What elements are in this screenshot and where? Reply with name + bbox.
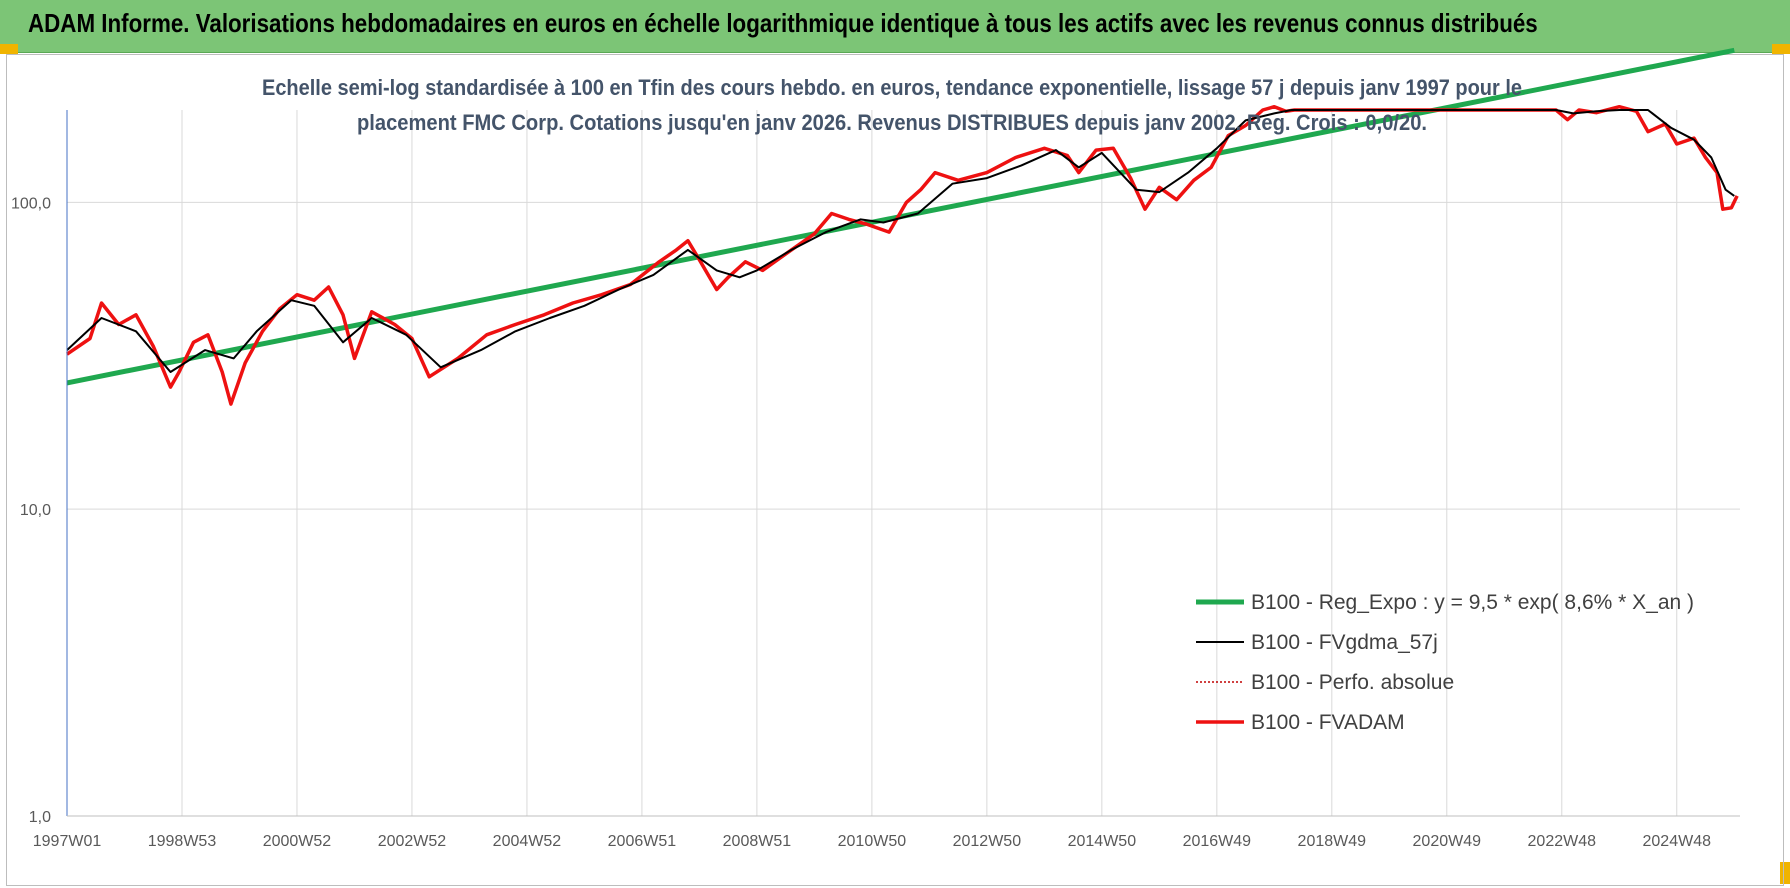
x-tick-label: 2006W51 (608, 833, 677, 850)
legend-label: B100 - FVgdma_57j (1251, 631, 1438, 654)
x-tick-label: 2000W52 (263, 833, 332, 850)
x-tick-label: 2018W49 (1298, 833, 1367, 850)
x-tick-label: 2014W50 (1068, 833, 1137, 850)
x-tick-label: 1998W53 (148, 833, 217, 850)
x-tick-label: 2016W49 (1183, 833, 1252, 850)
header-bar: ADAM Informe. Valorisations hebdomadaire… (0, 0, 1790, 53)
corner-marker-bottom-right (1780, 862, 1790, 884)
x-tick-label: 2004W52 (493, 833, 562, 850)
y-axis-ticks: 1,0 10,0 100,0 (11, 195, 51, 826)
series-layer (66, 47, 1739, 406)
legend-label: B100 - Perfo. absolue (1251, 671, 1454, 694)
y-tick-label: 100,0 (11, 195, 51, 212)
y-tick-label: 10,0 (20, 502, 51, 519)
x-tick-label: 2012W50 (953, 833, 1022, 850)
y-tick-label: 1,0 (29, 809, 51, 826)
x-tick-label: 2008W51 (723, 833, 792, 850)
chart-legend: B100 - Reg_Expo : y = 9,5 * exp( 8,6% * … (1196, 591, 1694, 734)
x-tick-label: 2024W48 (1643, 833, 1712, 850)
legend-label: B100 - FVADAM (1251, 711, 1405, 734)
x-tick-label: 2010W50 (838, 833, 907, 850)
x-tick-label: 2022W48 (1528, 833, 1597, 850)
x-tick-label: 2020W49 (1413, 833, 1482, 850)
page-title: ADAM Informe. Valorisations hebdomadaire… (28, 8, 1538, 38)
series-line-0 (66, 47, 1735, 386)
x-axis-ticks: 1997W01 1998W53 2000W52 2002W52 2004W52 2006W… (33, 833, 1711, 850)
corner-marker-left (0, 44, 18, 54)
series-line-3 (66, 104, 1739, 406)
chart-subtitle-line-1: Echelle semi-log standardisée à 100 en T… (262, 75, 1522, 100)
chart-subtitle-line-2: placement FMC Corp. Cotations jusqu'en j… (357, 110, 1427, 135)
legend-label: B100 - Reg_Expo : y = 9,5 * exp( 8,6% * … (1251, 591, 1694, 614)
x-tick-label: 1997W01 (33, 833, 102, 850)
chart-frame (6, 54, 1784, 886)
x-tick-label: 2002W52 (378, 833, 447, 850)
corner-marker-right (1772, 44, 1790, 54)
series-line-1 (66, 109, 1735, 373)
